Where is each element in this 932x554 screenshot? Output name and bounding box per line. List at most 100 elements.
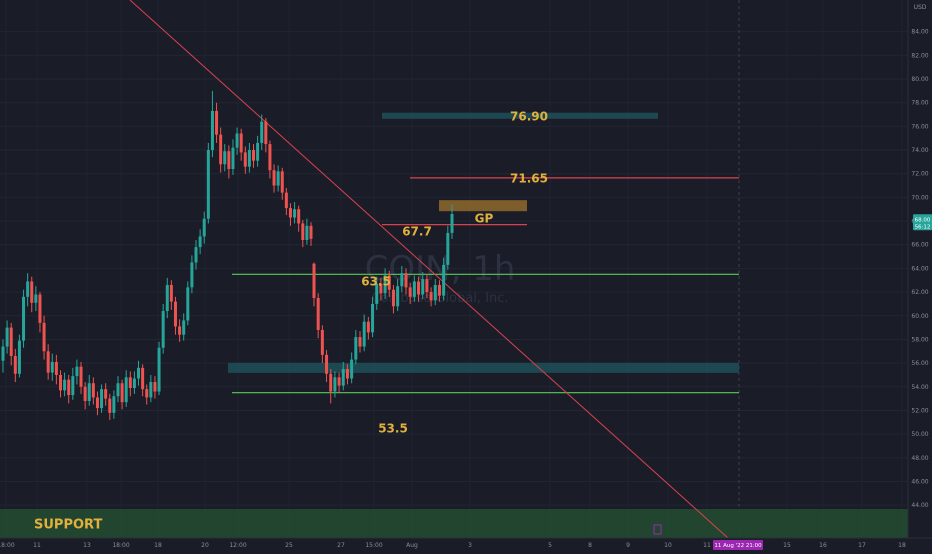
- candle-body: [153, 382, 157, 392]
- time-tick-label: 10: [664, 542, 672, 549]
- candle-body: [63, 379, 67, 391]
- price-axis-background: [908, 0, 932, 538]
- event-marker-icon: [653, 524, 662, 535]
- time-tick-label: 25: [285, 542, 293, 549]
- candle-body: [46, 351, 50, 373]
- candle-body: [312, 263, 316, 299]
- candle-body: [137, 367, 141, 379]
- candle-body: [149, 382, 153, 398]
- candle-body: [141, 367, 145, 390]
- candle-body: [366, 321, 370, 333]
- candle-body: [252, 150, 256, 161]
- candle-body: [87, 383, 91, 401]
- currency-label: USD: [914, 4, 927, 11]
- level-label: 63.5: [361, 275, 391, 289]
- level-label: SUPPORT: [34, 518, 102, 533]
- candle-body: [22, 296, 26, 341]
- watermark-name: Coinbase Global, Inc.: [371, 291, 508, 306]
- candle-body: [305, 225, 309, 241]
- time-highlight-box: [713, 540, 763, 550]
- time-tick-label: 15:00: [365, 542, 382, 549]
- candle-body: [79, 366, 83, 387]
- level-lines: [232, 177, 739, 394]
- candle-body: [276, 171, 280, 186]
- candle-body: [38, 294, 42, 323]
- candle-body: [13, 356, 17, 374]
- level-zone: [382, 112, 658, 119]
- level-label: 76.90: [510, 110, 548, 124]
- candle-body: [83, 386, 87, 401]
- time-axis-background: [0, 538, 932, 550]
- time-tick-label: 18:00: [112, 542, 129, 549]
- candle-body: [178, 326, 182, 335]
- price-tick-label: 64.00: [911, 265, 928, 272]
- candle-body: [190, 262, 194, 288]
- time-axis[interactable]: 18:00 11 13 18:00 18 20 12:00 25 27 15:00 Aug 3 5 8 9 1…: [0, 524, 932, 550]
- candle-body: [400, 273, 404, 287]
- candle-body: [54, 361, 58, 375]
- candle-body: [437, 284, 441, 296]
- time-tick-label: 16: [819, 542, 827, 549]
- price-tick-label: 74.00: [911, 147, 928, 154]
- time-tick-label: 12:00: [229, 542, 246, 549]
- candle-body: [325, 354, 329, 374]
- candle-body: [9, 327, 13, 357]
- candle-body: [169, 284, 173, 302]
- time-highlight-label: 11 Aug '22 21:00: [714, 543, 762, 549]
- candle-body: [297, 209, 301, 224]
- price-tick-label: 60.00: [911, 313, 928, 320]
- candle-body: [316, 298, 320, 330]
- candle-body: [350, 359, 354, 379]
- candle-body: [50, 361, 54, 373]
- candle-body: [243, 152, 247, 167]
- candle-body: [75, 366, 79, 377]
- candle-body: [264, 121, 268, 145]
- time-tick-label: 15: [783, 542, 791, 549]
- candle-body: [5, 327, 9, 347]
- candle-body: [112, 396, 116, 413]
- candle-body: [194, 247, 198, 263]
- candle-body: [333, 377, 337, 392]
- candle-body: [247, 150, 251, 167]
- candle-body: [95, 397, 99, 409]
- price-axis[interactable]: 84.00 82.00 80.00 78.00 76.00 74.00 72.00 70.00…: [907, 0, 932, 538]
- price-tick-label: 84.00: [911, 29, 928, 36]
- trendline: [129, 0, 729, 539]
- candle-body: [210, 110, 214, 151]
- candle-body: [182, 320, 186, 335]
- candle-body: [309, 225, 313, 239]
- candle-body: [408, 287, 412, 297]
- zones: [0, 112, 932, 539]
- candle-body: [280, 171, 284, 193]
- last-price-tag: [913, 214, 932, 231]
- candle-body: [375, 283, 379, 304]
- time-tick-label: 3: [468, 542, 472, 549]
- candles: [1, 90, 454, 420]
- candle-body: [165, 284, 169, 312]
- time-tick-label: 18: [154, 542, 162, 549]
- candle-body: [429, 292, 433, 301]
- last-price-countdown: 56:12: [915, 224, 931, 230]
- time-tick-label: 11: [703, 542, 711, 549]
- candle-body: [173, 301, 177, 327]
- price-tick-label: 82.00: [911, 52, 928, 59]
- level-zone: [228, 362, 739, 373]
- price-tick-label: 72.00: [911, 171, 928, 178]
- candle-body: [116, 383, 120, 397]
- time-tick-label: 11: [33, 542, 41, 549]
- candle-body: [284, 192, 288, 209]
- candle-body: [288, 208, 292, 218]
- time-tick-label: 17: [858, 542, 866, 549]
- level-label: GP: [475, 212, 494, 226]
- candle-body: [71, 376, 75, 396]
- candle-body: [108, 398, 112, 413]
- level-label: 53.5: [378, 422, 408, 436]
- candle-body: [260, 121, 264, 143]
- level-zone: [0, 509, 932, 539]
- time-tick-label: 8: [588, 542, 592, 549]
- candle-body: [387, 275, 391, 290]
- candle-body: [1, 346, 5, 361]
